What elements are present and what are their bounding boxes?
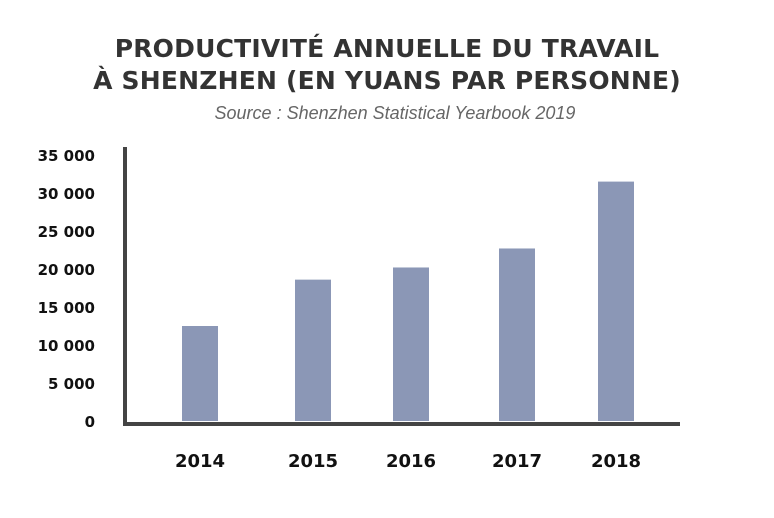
x-tick-label: 2015 <box>288 451 338 472</box>
bar-2014 <box>182 326 218 421</box>
x-tick-label: 2016 <box>386 451 436 472</box>
bar-2018 <box>598 181 634 421</box>
y-tick-label: 0 <box>85 413 95 431</box>
x-tick-label: 2014 <box>175 451 225 472</box>
y-tick-label: 25 000 <box>38 223 95 241</box>
bar-2016 <box>393 267 429 421</box>
y-tick-label: 5 000 <box>48 375 95 393</box>
chart-title-line-1: PRODUCTIVITÉ ANNUELLE DU TRAVAIL <box>114 34 660 63</box>
chart-title-line-2: À SHENZHEN (EN YUANS PAR PERSONNE) <box>93 66 681 95</box>
y-tick-label: 35 000 <box>38 147 95 165</box>
y-tick-label: 30 000 <box>38 185 95 203</box>
bar-2017 <box>499 248 535 421</box>
chart-subtitle: Source : Shenzhen Statistical Yearbook 2… <box>214 103 576 123</box>
y-tick-label: 20 000 <box>38 261 95 279</box>
y-tick-label: 10 000 <box>38 337 95 355</box>
y-tick-label: 15 000 <box>38 299 95 317</box>
x-tick-label: 2017 <box>492 451 542 472</box>
x-tick-label: 2018 <box>591 451 641 472</box>
bar-2015 <box>295 279 331 421</box>
